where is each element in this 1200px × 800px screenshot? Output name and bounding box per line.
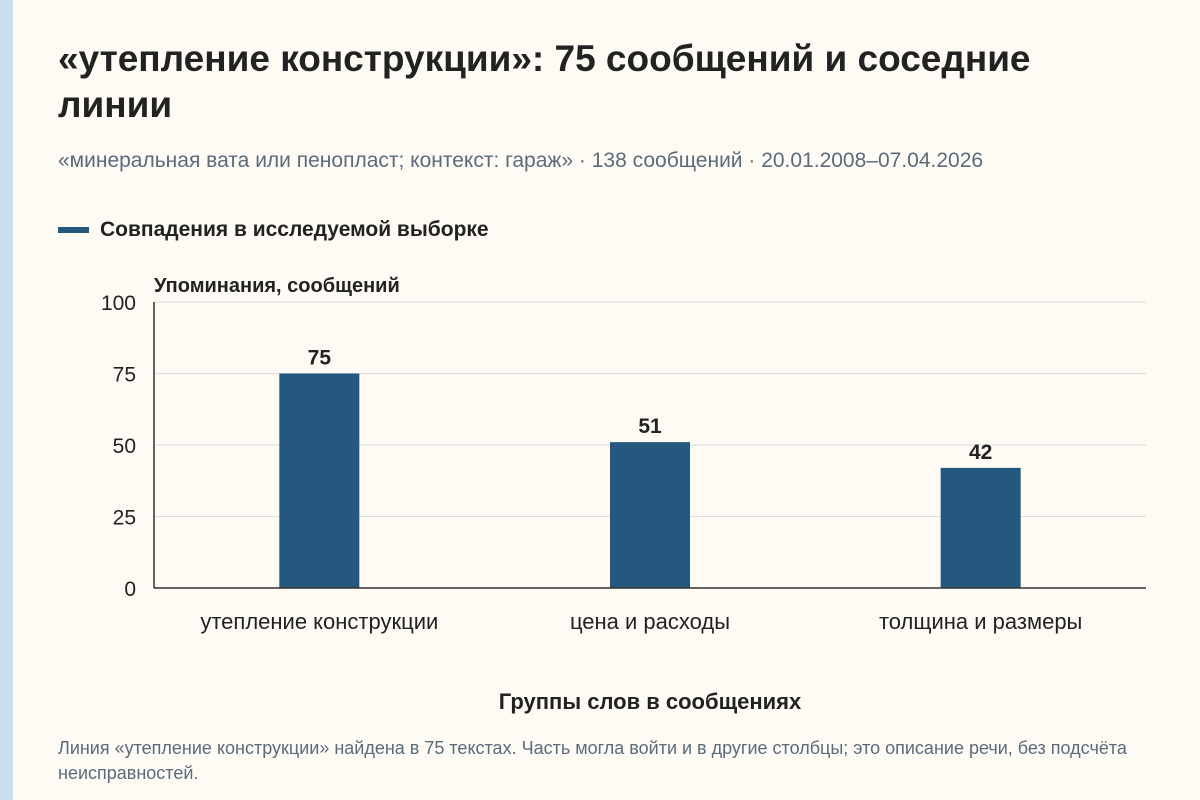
y-tick-label: 50: [113, 435, 136, 458]
y-tick-label: 0: [124, 578, 136, 601]
x-tick-label: цена и расходы: [570, 609, 730, 634]
chart-title: «утепление конструкции»: 75 сообщений и …: [58, 38, 1031, 125]
y-tick-label: 100: [101, 292, 136, 315]
data-label: 51: [638, 415, 662, 438]
bar-chart: 0 25 50 75 100 75 51 42 утепление конструкции ц…: [101, 275, 1146, 714]
data-labels: 75 51 42: [308, 347, 993, 464]
bar: [940, 467, 1021, 588]
bar: [610, 442, 690, 588]
x-tick-label: толщина и размеры: [879, 609, 1082, 634]
legend-swatch: [58, 227, 89, 233]
y-axis-title: Упоминания, сообщений: [154, 275, 400, 297]
x-tick-label: утепление конструкции: [200, 609, 438, 634]
x-tick-labels: утепление конструкции цена и расходы толщи…: [200, 609, 1082, 634]
x-axis-title: Группы слов в сообщениях: [499, 689, 802, 714]
bars: [279, 373, 1021, 588]
legend-label: Совпадения в исследуемой выборке: [100, 218, 489, 241]
footnote: Линия «утепление конструкции» найдена в …: [58, 738, 1127, 783]
legend: Совпадения в исследуемой выборке: [58, 218, 489, 242]
y-tick-label: 25: [113, 507, 136, 530]
accent-strip: [0, 0, 13, 800]
data-label: 42: [969, 441, 992, 464]
y-tick-labels: 0 25 50 75 100: [101, 292, 136, 601]
chart-subtitle: «минеральная вата или пенопласт; контекс…: [58, 149, 984, 172]
y-tick-label: 75: [113, 364, 136, 387]
data-label: 75: [308, 347, 332, 370]
bar: [279, 373, 360, 588]
